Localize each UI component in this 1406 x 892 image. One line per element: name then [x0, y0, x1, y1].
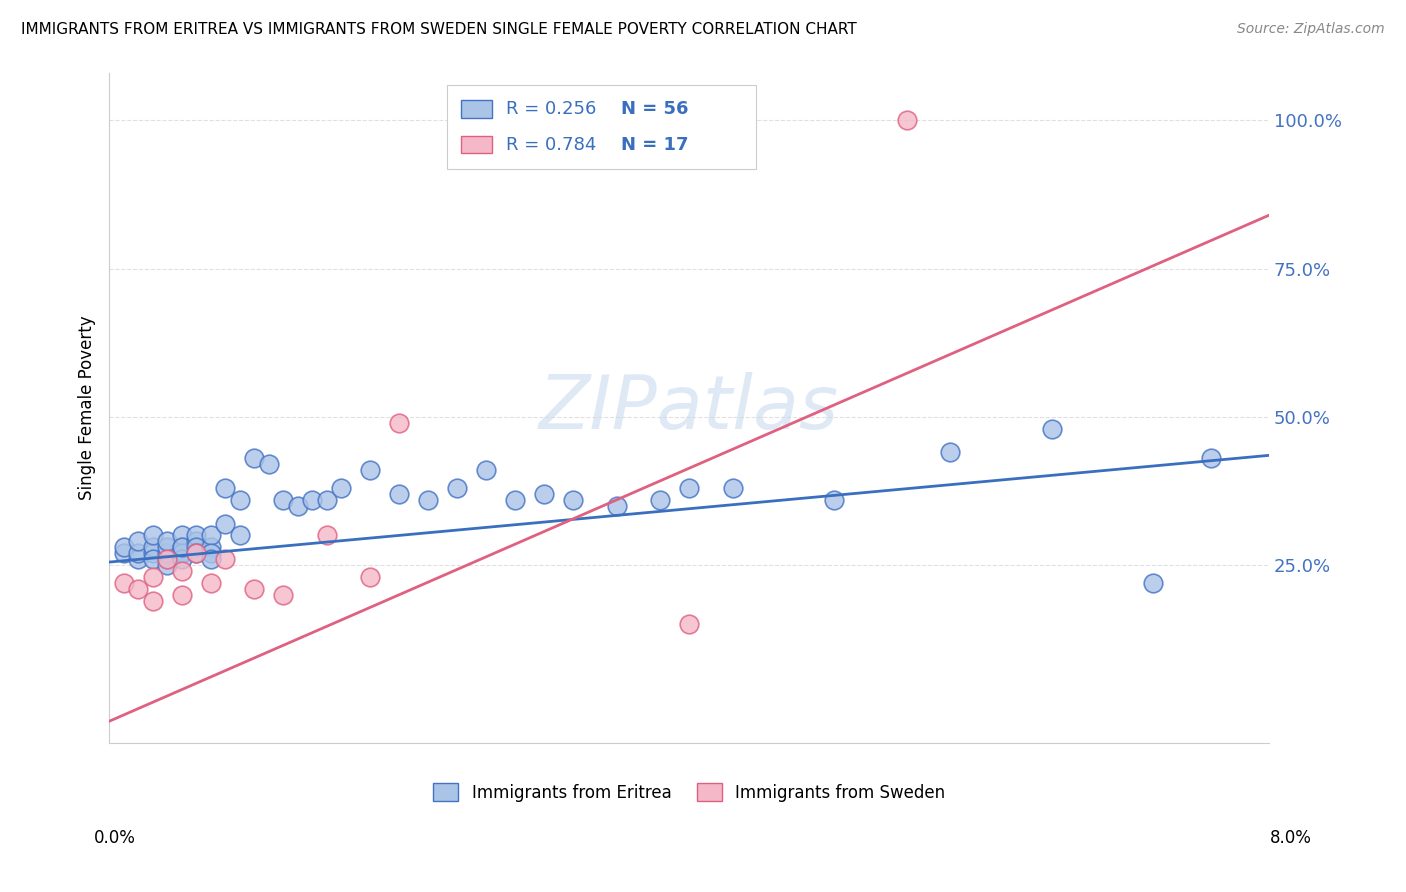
- Point: [170, 564, 193, 578]
- Point: [170, 552, 193, 566]
- Point: [186, 546, 208, 560]
- Point: [823, 492, 845, 507]
- Text: 0.0%: 0.0%: [94, 829, 136, 847]
- Point: [1199, 451, 1222, 466]
- Point: [112, 575, 135, 590]
- Point: [475, 463, 498, 477]
- Point: [229, 528, 252, 542]
- Point: [315, 492, 337, 507]
- Point: [301, 492, 323, 507]
- Point: [1040, 422, 1063, 436]
- Point: [330, 481, 353, 495]
- Point: [186, 546, 208, 560]
- Point: [142, 541, 165, 555]
- Point: [200, 575, 222, 590]
- Point: [127, 552, 149, 566]
- Point: [170, 541, 193, 555]
- Point: [127, 546, 149, 560]
- Point: [359, 570, 381, 584]
- Point: [142, 528, 165, 542]
- Point: [156, 541, 179, 555]
- Text: Source: ZipAtlas.com: Source: ZipAtlas.com: [1237, 22, 1385, 37]
- Point: [257, 457, 280, 471]
- Text: 8.0%: 8.0%: [1270, 829, 1312, 847]
- Point: [1142, 575, 1164, 590]
- Point: [200, 528, 222, 542]
- Point: [156, 552, 179, 566]
- Point: [273, 588, 295, 602]
- Point: [388, 487, 411, 501]
- Point: [446, 481, 468, 495]
- Text: N = 17: N = 17: [621, 136, 689, 153]
- Point: [939, 445, 962, 459]
- Point: [243, 582, 266, 596]
- Point: [214, 481, 236, 495]
- Point: [156, 552, 179, 566]
- Point: [678, 617, 700, 632]
- Point: [678, 481, 700, 495]
- Point: [503, 492, 526, 507]
- Y-axis label: Single Female Poverty: Single Female Poverty: [79, 316, 96, 500]
- Point: [156, 546, 179, 560]
- Point: [142, 593, 165, 607]
- Text: R = 0.784: R = 0.784: [506, 136, 596, 153]
- Point: [170, 588, 193, 602]
- Point: [142, 552, 165, 566]
- Point: [170, 546, 193, 560]
- Point: [721, 481, 744, 495]
- Point: [186, 534, 208, 549]
- Point: [170, 546, 193, 560]
- Text: ZIPatlas: ZIPatlas: [538, 372, 839, 444]
- Point: [127, 534, 149, 549]
- Point: [606, 499, 628, 513]
- Point: [562, 492, 585, 507]
- Point: [533, 487, 555, 501]
- Point: [650, 492, 672, 507]
- Point: [359, 463, 381, 477]
- Point: [287, 499, 309, 513]
- Point: [142, 546, 165, 560]
- Text: IMMIGRANTS FROM ERITREA VS IMMIGRANTS FROM SWEDEN SINGLE FEMALE POVERTY CORRELAT: IMMIGRANTS FROM ERITREA VS IMMIGRANTS FR…: [21, 22, 856, 37]
- Point: [186, 541, 208, 555]
- Point: [200, 541, 222, 555]
- Text: N = 56: N = 56: [621, 100, 689, 118]
- Point: [273, 492, 295, 507]
- Point: [112, 541, 135, 555]
- Point: [243, 451, 266, 466]
- Point: [156, 534, 179, 549]
- Point: [170, 528, 193, 542]
- Point: [229, 492, 252, 507]
- Point: [896, 113, 918, 128]
- Point: [214, 552, 236, 566]
- Point: [214, 516, 236, 531]
- Point: [156, 558, 179, 572]
- Point: [200, 552, 222, 566]
- Point: [142, 570, 165, 584]
- Point: [127, 582, 149, 596]
- Point: [315, 528, 337, 542]
- Legend: Immigrants from Eritrea, Immigrants from Sweden: Immigrants from Eritrea, Immigrants from…: [427, 776, 952, 808]
- Point: [388, 416, 411, 430]
- Point: [200, 546, 222, 560]
- Point: [186, 528, 208, 542]
- Point: [170, 541, 193, 555]
- Point: [112, 546, 135, 560]
- Text: R = 0.256: R = 0.256: [506, 100, 596, 118]
- Point: [418, 492, 440, 507]
